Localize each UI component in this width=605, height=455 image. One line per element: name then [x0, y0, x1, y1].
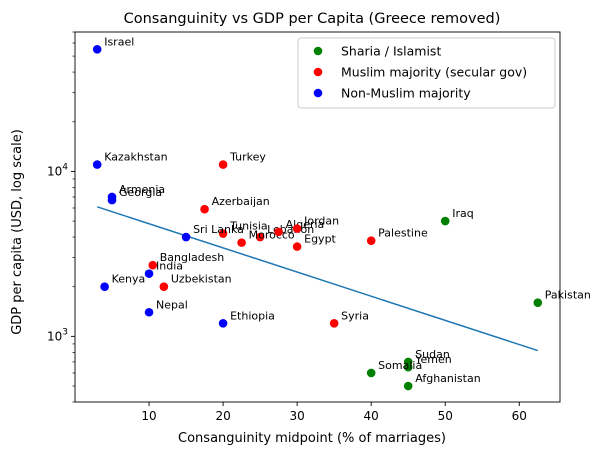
data-point [218, 318, 228, 328]
legend: Sharia / Islamist Muslim majority (secula… [297, 37, 556, 109]
y-axis-label: GDP per capita (USD, log scale) [10, 129, 25, 335]
trend-line [96, 206, 539, 352]
legend-entry: Muslim majority (secular gov) [341, 65, 527, 80]
point-label: Iraq [452, 207, 474, 220]
point-label: Bangladesh [160, 251, 225, 264]
point-label: Sudan [415, 348, 450, 361]
data-point [255, 232, 265, 242]
point-label: Yemen [414, 353, 452, 366]
plot-frame [74, 31, 561, 403]
legend-entry: Non-Muslim majority [341, 86, 471, 101]
data-point [92, 160, 102, 169]
point-label: Somalia [378, 359, 422, 372]
point-label: Egypt [304, 233, 336, 246]
data-point [159, 282, 169, 292]
data-point [107, 195, 117, 205]
legend-entry: Sharia / Islamist [341, 44, 441, 59]
data-point [366, 236, 376, 246]
data-point [218, 160, 228, 169]
data-point [533, 298, 543, 307]
point-label: Afghanistan [415, 372, 481, 385]
data-point [144, 269, 154, 278]
data-point [403, 381, 413, 391]
y-tick-label: 104 [47, 162, 68, 178]
point-label: Kenya [112, 273, 146, 286]
x-tick-label: 60 [512, 409, 527, 423]
data-point [181, 232, 191, 242]
data-point [200, 204, 209, 214]
x-tick-label: 10 [141, 409, 156, 423]
data-point [366, 368, 376, 378]
point-label: Azerbaijan [212, 195, 270, 208]
x-tick-label: 20 [215, 409, 230, 423]
data-point [440, 216, 450, 226]
data-point [292, 242, 302, 251]
data-point [100, 282, 109, 292]
data-point [329, 318, 339, 328]
legend-box [297, 37, 556, 109]
data-point [237, 238, 246, 247]
point-label: Jordan [303, 215, 339, 228]
point-label: Kazakhstan [104, 151, 167, 164]
point-label: Israel [104, 35, 134, 48]
point-label: Uzbekistan [171, 273, 232, 286]
point-label: Georgia [119, 186, 162, 199]
legend-marker [313, 46, 323, 56]
data-point [403, 362, 413, 372]
chart-title: Consanguinity vs GDP per Capita (Greece … [124, 11, 501, 27]
point-label: Turkey [229, 151, 266, 164]
data-point [92, 44, 102, 54]
data-point [292, 224, 302, 233]
legend-marker [313, 88, 323, 98]
data-point [274, 227, 283, 237]
data-point [218, 229, 228, 238]
legend-marker [313, 67, 323, 77]
point-label: Tunisia [229, 220, 268, 233]
point-label: Nepal [156, 298, 188, 311]
x-tick-label: 50 [438, 409, 453, 423]
x-tick-label: 30 [289, 409, 304, 423]
data-point [144, 307, 154, 317]
point-label: Armenia [119, 183, 165, 196]
x-tick-label: 40 [364, 409, 379, 423]
y-tick-label: 103 [47, 327, 68, 343]
point-label: Syria [341, 309, 369, 322]
data-point [148, 260, 158, 270]
point-label: Ethiopia [230, 309, 275, 322]
point-label: India [156, 260, 183, 273]
point-label: Pakistan [545, 289, 591, 302]
x-axis-label: Consanguinity midpoint (% of marriages) [178, 431, 446, 446]
point-label: Sri Lanka [193, 223, 244, 236]
point-label: Palestine [378, 227, 428, 240]
point-label: Morocco [249, 229, 295, 242]
plot-area: 10 20 30 40 50 60 103 104 Iraq Pakistan SudanYemen… [47, 31, 591, 423]
